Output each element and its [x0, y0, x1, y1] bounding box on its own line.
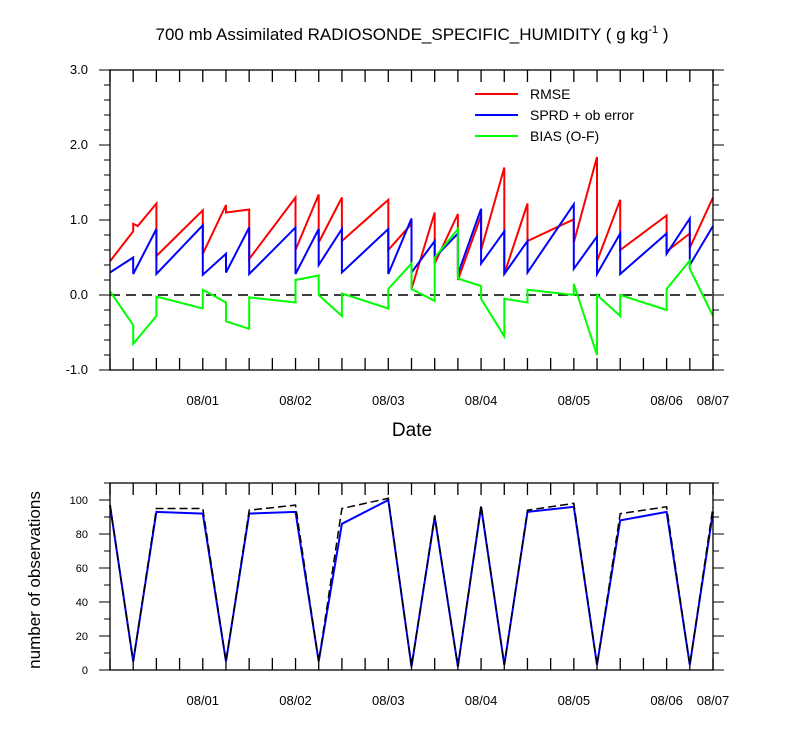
x-tick-label: 08/01 — [186, 693, 219, 708]
x-tick-label: 08/02 — [279, 393, 312, 408]
y-tick-label: 3.0 — [70, 62, 88, 77]
y-tick-label: -1.0 — [66, 362, 88, 377]
series-line-bias-o-f — [109, 226, 714, 356]
legend: RMSE SPRD + ob error BIAS (O-F) — [475, 86, 634, 144]
bottom-y-tick-labels: 0 20 40 60 80 100 — [70, 495, 88, 677]
x-axis-title: Date — [392, 420, 432, 441]
bottom-x-tick-labels: 08/01 08/02 08/03 08/04 08/05 08/06 08/07 — [186, 693, 729, 708]
x-tick-label: 08/06 — [650, 693, 683, 708]
x-tick-label: 08/07 — [697, 693, 730, 708]
chart-title: 700 mb Assimilated RADIOSONDE_SPECIFIC_H… — [156, 24, 669, 44]
top-panel: -1.00.01.02.03.0 08/01 08/02 08/03 08/04 08/… — [66, 62, 730, 441]
top-tick-marks — [99, 69, 724, 371]
bottom-series-group — [109, 497, 714, 667]
x-tick-label: 08/03 — [372, 693, 405, 708]
legend-label: SPRD + ob error — [530, 107, 634, 123]
y-tick-label: 2.0 — [70, 137, 88, 152]
y-tick-label: 0 — [82, 665, 88, 677]
x-tick-label: 08/07 — [697, 393, 730, 408]
x-tick-label: 08/06 — [650, 393, 683, 408]
x-tick-label: 08/03 — [372, 393, 405, 408]
x-tick-label: 08/05 — [558, 693, 591, 708]
x-tick-label: 08/04 — [465, 393, 498, 408]
y-axis-title-observations: number of observations — [25, 491, 44, 669]
x-tick-label: 08/04 — [465, 693, 498, 708]
legend-label: RMSE — [530, 86, 570, 102]
legend-label: BIAS (O-F) — [530, 128, 599, 144]
y-tick-label: 100 — [70, 495, 88, 507]
y-tick-label: 80 — [76, 529, 88, 541]
bottom-tick-marks — [99, 482, 724, 671]
y-tick-label: 20 — [76, 631, 88, 643]
y-tick-label: 1.0 — [70, 212, 88, 227]
y-tick-label: 40 — [76, 597, 88, 609]
series-line-used — [109, 498, 714, 667]
top-series-group — [109, 156, 714, 356]
x-tick-label: 08/01 — [186, 393, 219, 408]
y-tick-label: 60 — [76, 563, 88, 575]
top-plot-frame — [109, 69, 714, 371]
top-x-tick-labels: 08/01 08/02 08/03 08/04 08/05 08/06 08/07 — [186, 393, 729, 408]
series-line-possible — [109, 497, 714, 667]
x-tick-label: 08/02 — [279, 693, 312, 708]
bottom-plot-frame — [109, 482, 714, 671]
top-y-tick-labels: -1.0 0.0 1.0 2.0 3.0 — [66, 62, 88, 377]
y-tick-label: 0.0 — [70, 287, 88, 302]
series-line-sprd-ob-error — [109, 201, 714, 278]
x-tick-label: 08/05 — [558, 393, 591, 408]
